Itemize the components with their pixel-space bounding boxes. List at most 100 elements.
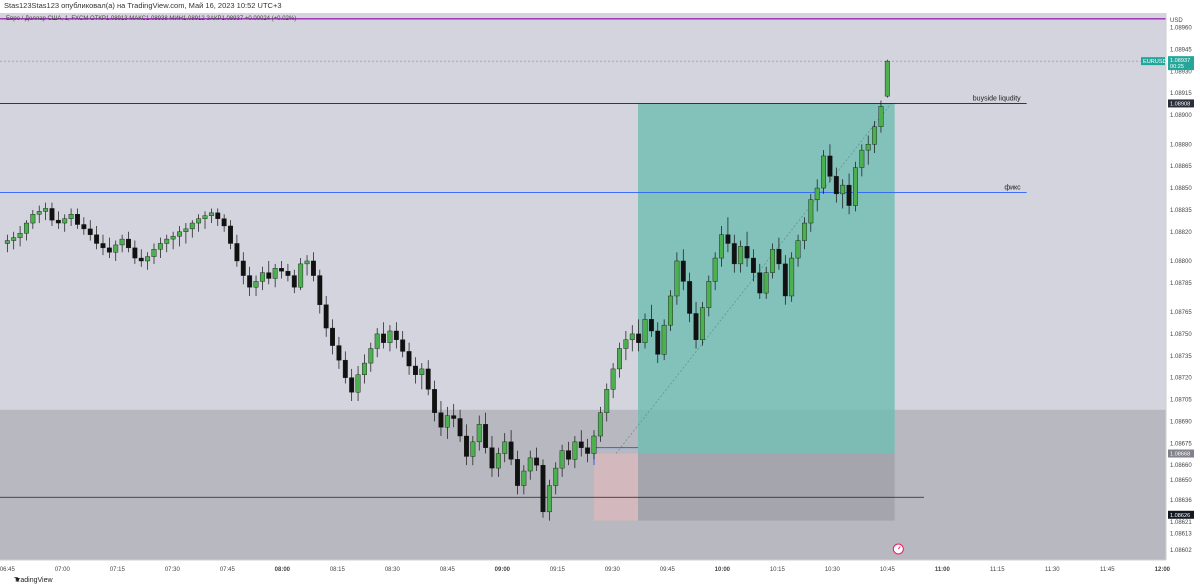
candle-body xyxy=(731,243,737,265)
candle-body xyxy=(387,330,393,343)
candle-body xyxy=(240,260,246,276)
line-price-tag-bg xyxy=(1168,99,1194,108)
price-tick-label: 1.08602 xyxy=(1170,548,1192,554)
candle-body xyxy=(508,441,514,460)
price-tick-label: 1.08705 xyxy=(1170,398,1192,404)
current-price-tag-bg xyxy=(1168,56,1194,71)
candle-body xyxy=(30,214,36,224)
candle-body xyxy=(36,211,42,215)
candle-body xyxy=(495,453,501,469)
price-tick-label: 1.08945 xyxy=(1170,47,1192,53)
candle-body xyxy=(712,257,718,282)
candle-body xyxy=(419,368,425,375)
stop-zone xyxy=(594,453,638,521)
candle-body xyxy=(502,441,508,454)
candle-body xyxy=(483,424,489,448)
brand-text[interactable]: TradingView xyxy=(14,577,53,584)
candle-body xyxy=(126,238,131,249)
time-tick-label: 07:30 xyxy=(165,567,181,573)
candle-body xyxy=(362,362,367,375)
price-tick-label: 1.08850 xyxy=(1170,186,1192,192)
level-price-tag-bg xyxy=(1168,449,1194,458)
candle-body xyxy=(438,412,444,428)
candle-body xyxy=(81,224,87,230)
price-tick-label: 1.08636 xyxy=(1170,498,1192,504)
candle-body xyxy=(617,348,622,370)
candle-body xyxy=(770,249,775,273)
candle-body xyxy=(884,60,890,97)
candle-body xyxy=(648,319,654,332)
candle-body xyxy=(674,260,680,297)
price-tick-label: 1.08690 xyxy=(1170,419,1192,425)
candle-body xyxy=(808,199,814,224)
candle-body xyxy=(610,368,616,390)
candle-body xyxy=(534,457,540,466)
candle-body xyxy=(642,319,648,343)
candle-body xyxy=(470,441,476,457)
time-tick-label: 09:00 xyxy=(495,567,511,573)
candle-body xyxy=(521,470,527,486)
candle-body xyxy=(859,149,865,168)
candle-body xyxy=(381,333,386,343)
candle-body xyxy=(291,275,297,288)
candle-body xyxy=(43,208,49,212)
time-tick-label: 09:30 xyxy=(605,567,621,573)
candle-body xyxy=(763,272,769,294)
candle-body xyxy=(247,275,253,288)
price-tick-label: 1.08960 xyxy=(1170,26,1192,32)
candle-body xyxy=(151,249,157,257)
time-tick-label: 10:45 xyxy=(880,567,896,573)
price-tick-label: 1.08915 xyxy=(1170,91,1192,97)
time-tick-label: 11:45 xyxy=(1100,567,1115,573)
candle-body xyxy=(266,272,272,279)
stop-grey-zone xyxy=(638,453,895,521)
candle-body xyxy=(138,257,144,262)
time-tick-label: 09:45 xyxy=(660,567,676,573)
tradingview-logo-icon[interactable]: ▼ xyxy=(14,577,21,584)
candle-body xyxy=(393,330,399,340)
candle-body xyxy=(821,155,826,189)
candle-body xyxy=(336,345,342,361)
candle-body xyxy=(597,412,603,437)
candle-body xyxy=(310,260,316,276)
candle-body xyxy=(157,243,163,250)
discount-zone xyxy=(0,409,1166,560)
candle-body xyxy=(776,249,782,265)
candle-body xyxy=(100,243,106,249)
candle-body xyxy=(132,247,138,259)
countdown-tag: 00:25 xyxy=(1170,64,1184,70)
candle-body xyxy=(872,126,878,145)
candle-body xyxy=(578,441,584,448)
time-tick-label: 11:15 xyxy=(990,567,1005,573)
candle-body xyxy=(183,228,189,232)
candle-body xyxy=(406,351,412,367)
candle-body xyxy=(566,450,571,460)
candle-body xyxy=(451,415,457,419)
time-tick-label: 09:15 xyxy=(550,567,566,573)
time-tick-label: 06:45 xyxy=(0,567,16,573)
candle-body xyxy=(234,243,240,262)
candle-body xyxy=(629,333,635,340)
candle-body xyxy=(304,260,310,265)
footer-bar: ▼ TradingView xyxy=(0,576,1200,587)
candle-body xyxy=(215,212,221,219)
candle-body xyxy=(119,238,125,246)
candle-body xyxy=(285,270,291,276)
candle-body xyxy=(840,184,846,195)
candle-body xyxy=(833,176,839,195)
candle-body xyxy=(687,281,693,314)
price-tick-label: 1.08735 xyxy=(1170,354,1192,360)
candle-body xyxy=(623,339,629,349)
price-tick-label: 1.08820 xyxy=(1170,230,1192,236)
symbol-tag: EURUSD xyxy=(1143,59,1167,65)
candle-body xyxy=(145,256,151,262)
candle-body xyxy=(317,275,323,305)
level-price-tag: 1.08668 xyxy=(1170,452,1190,458)
candle-body xyxy=(464,435,469,457)
candle-body xyxy=(11,237,17,241)
candle-body xyxy=(853,167,858,206)
candle-body xyxy=(75,214,80,225)
candle-body xyxy=(795,240,801,259)
candle-body xyxy=(744,246,750,259)
